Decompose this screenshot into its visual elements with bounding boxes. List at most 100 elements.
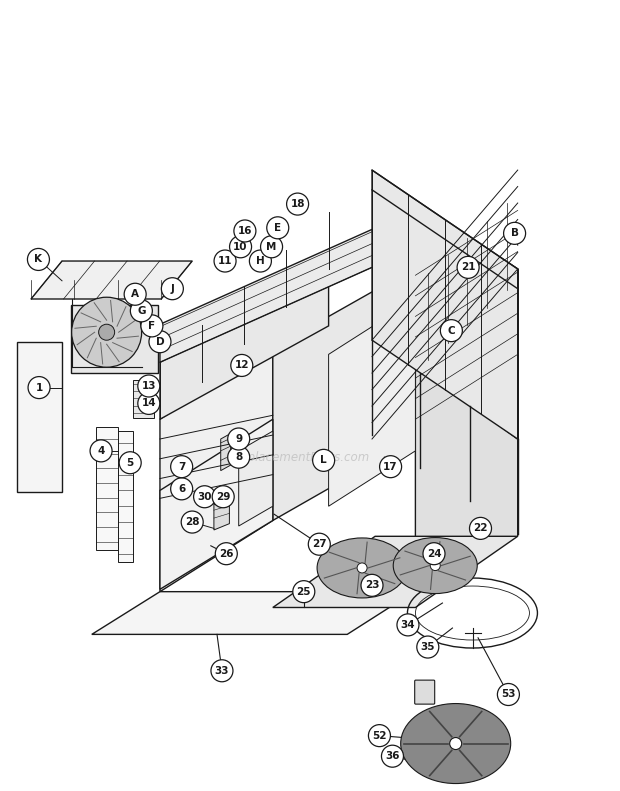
Text: 7: 7 [178, 462, 185, 471]
Circle shape [119, 452, 141, 474]
Text: 34: 34 [401, 620, 415, 630]
Ellipse shape [393, 538, 477, 593]
Circle shape [141, 315, 163, 337]
Polygon shape [160, 419, 273, 589]
Circle shape [234, 220, 256, 242]
Circle shape [228, 428, 250, 450]
Circle shape [124, 283, 146, 305]
Text: D: D [156, 337, 164, 346]
Circle shape [212, 486, 234, 508]
Circle shape [130, 300, 153, 322]
Text: K: K [35, 255, 42, 264]
Polygon shape [415, 364, 518, 536]
Text: 23: 23 [365, 581, 379, 590]
Text: 53: 53 [501, 690, 516, 699]
Text: 13: 13 [141, 381, 156, 391]
Text: 9: 9 [235, 434, 242, 444]
FancyBboxPatch shape [415, 680, 435, 704]
Text: C: C [448, 326, 455, 335]
Circle shape [312, 449, 335, 471]
Text: J: J [170, 284, 174, 293]
Text: 16: 16 [237, 226, 252, 236]
Ellipse shape [401, 703, 511, 784]
Circle shape [215, 543, 237, 565]
Circle shape [28, 377, 50, 399]
Polygon shape [133, 380, 154, 418]
Polygon shape [273, 267, 415, 520]
Circle shape [469, 517, 492, 539]
Text: eReplacementParts.com: eReplacementParts.com [226, 451, 370, 464]
Text: 27: 27 [312, 539, 327, 549]
Text: 29: 29 [216, 492, 231, 501]
Polygon shape [239, 431, 273, 526]
Text: 35: 35 [420, 642, 435, 652]
Polygon shape [221, 433, 231, 471]
Text: 26: 26 [219, 549, 234, 558]
Text: A: A [131, 290, 139, 299]
Circle shape [72, 297, 141, 367]
Circle shape [149, 331, 171, 353]
Polygon shape [214, 497, 229, 530]
Circle shape [170, 456, 193, 478]
Text: 4: 4 [97, 446, 105, 456]
Circle shape [214, 250, 236, 272]
Polygon shape [71, 305, 158, 373]
Polygon shape [329, 299, 415, 506]
Polygon shape [160, 229, 372, 362]
Text: 8: 8 [235, 452, 242, 462]
Circle shape [27, 248, 50, 271]
Text: 1: 1 [35, 383, 43, 392]
Circle shape [99, 324, 115, 340]
Circle shape [440, 320, 463, 342]
Text: 6: 6 [178, 484, 185, 494]
Circle shape [170, 478, 193, 500]
Circle shape [193, 486, 216, 508]
Circle shape [229, 236, 252, 258]
Circle shape [430, 561, 440, 570]
Circle shape [381, 745, 404, 767]
Ellipse shape [317, 538, 407, 598]
Circle shape [286, 193, 309, 215]
Text: 12: 12 [234, 361, 249, 370]
Circle shape [457, 256, 479, 278]
Circle shape [211, 660, 233, 682]
Polygon shape [118, 431, 133, 562]
Circle shape [138, 392, 160, 414]
Circle shape [423, 543, 445, 565]
Text: 17: 17 [383, 462, 398, 471]
Text: M: M [267, 242, 277, 252]
Circle shape [497, 683, 520, 706]
Text: 10: 10 [233, 242, 248, 252]
Polygon shape [17, 342, 62, 492]
Text: 24: 24 [427, 549, 441, 558]
Text: 30: 30 [197, 492, 212, 501]
Text: 28: 28 [185, 517, 200, 527]
Polygon shape [415, 204, 518, 439]
Text: 33: 33 [215, 666, 229, 676]
Circle shape [267, 217, 289, 239]
Circle shape [417, 636, 439, 658]
Circle shape [228, 446, 250, 468]
Circle shape [450, 737, 462, 750]
Text: 36: 36 [385, 751, 400, 761]
Circle shape [231, 354, 253, 377]
Circle shape [293, 581, 315, 603]
Polygon shape [372, 170, 518, 439]
Circle shape [397, 614, 419, 636]
Polygon shape [160, 348, 273, 592]
Circle shape [90, 440, 112, 462]
Text: 25: 25 [296, 587, 311, 596]
Text: L: L [321, 456, 327, 465]
Polygon shape [160, 269, 329, 419]
Text: H: H [256, 256, 265, 266]
Circle shape [181, 511, 203, 533]
Circle shape [308, 533, 330, 555]
Circle shape [249, 250, 272, 272]
Circle shape [368, 725, 391, 747]
Circle shape [161, 278, 184, 300]
Polygon shape [31, 261, 192, 299]
Text: E: E [274, 223, 281, 233]
Text: F: F [148, 321, 156, 331]
Polygon shape [217, 310, 273, 380]
Text: 5: 5 [126, 458, 134, 467]
